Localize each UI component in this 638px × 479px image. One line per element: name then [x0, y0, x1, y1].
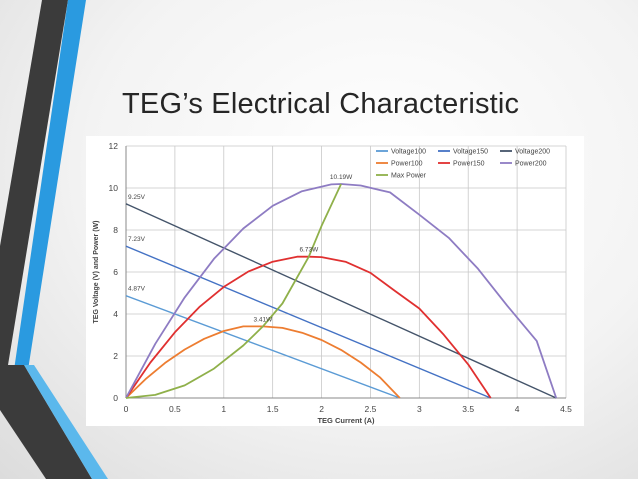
data-label: 10.19W: [330, 174, 353, 181]
legend-label: Max Power: [391, 173, 427, 180]
y-axis-title: TEG Voltage (V) and Power (W): [93, 221, 100, 324]
x-tick-label: 3.5: [462, 404, 474, 414]
x-tick-label: 2.5: [365, 404, 377, 414]
data-label: 3.41W: [253, 316, 273, 323]
legend-label: Voltage100: [391, 149, 426, 156]
data-label: 9.25V: [128, 194, 146, 201]
series-line-voltage100: [125, 295, 401, 399]
x-tick-label: 1.5: [267, 404, 279, 414]
x-tick-label: 2: [319, 404, 324, 414]
x-axis-title: TEG Current (A): [317, 416, 375, 425]
x-tick-label: 4: [515, 404, 520, 414]
series-line-power200: [125, 183, 558, 399]
series-line-max-power: [125, 183, 342, 399]
y-tick-label: 8: [113, 225, 118, 235]
y-tick-label: 0: [113, 393, 118, 403]
dark-band: [0, 0, 68, 365]
legend-label: Power200: [515, 161, 547, 168]
series-line-power150: [125, 255, 492, 399]
dark-lower-band: [0, 365, 92, 479]
decorative-side-bands: [0, 0, 108, 479]
data-label: 4.87V: [128, 286, 146, 293]
y-tick-label: 12: [109, 141, 119, 151]
teg-chart: 0 0.5 1 1.5 2 2.5 3 3.5 4 4.5 0 2 4 6 8 10 12 TEG Current…: [93, 141, 572, 425]
series-line-voltage150: [125, 245, 491, 399]
data-label: 6.73W: [299, 247, 319, 254]
light-lower-band: [24, 365, 108, 479]
blue-band: [14, 0, 86, 370]
y-tick-label: 10: [109, 183, 119, 193]
x-tick-label: 0.5: [169, 404, 181, 414]
legend-label: Power100: [391, 161, 423, 168]
series-line-power100: [125, 325, 401, 399]
series-line-voltage200: [125, 203, 557, 399]
legend-label: Voltage150: [453, 149, 488, 156]
legend-label: Voltage200: [515, 149, 550, 156]
chart-frame: 0 0.5 1 1.5 2 2.5 3 3.5 4 4.5 0 2 4 6 8 10 12 TEG Current…: [86, 136, 584, 426]
slide-title: TEG’s Electrical Characteristic: [122, 88, 520, 120]
x-tick-label: 3: [417, 404, 422, 414]
x-tick-label: 0: [124, 404, 129, 414]
y-tick-label: 4: [113, 309, 118, 319]
x-tick-label: 1: [221, 404, 226, 414]
x-tick-label: 4.5: [560, 404, 572, 414]
y-tick-label: 6: [113, 267, 118, 277]
data-label: 7.23V: [128, 236, 146, 243]
y-tick-label: 2: [113, 351, 118, 361]
legend-label: Power150: [453, 161, 485, 168]
